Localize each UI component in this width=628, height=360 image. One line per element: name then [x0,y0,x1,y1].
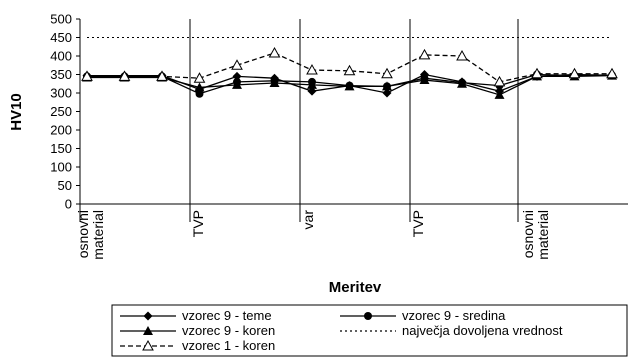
y-tick-label: 500 [50,12,72,27]
data-point [457,78,467,88]
x-axis-title: Meritev [329,279,382,296]
y-tick-label: 300 [50,86,72,101]
data-point [193,72,206,83]
y-tick-label: 100 [50,160,72,175]
data-point [231,59,243,70]
y-tick-label: 250 [50,104,72,119]
legend-entry: vzorec 9 - sredina [340,308,506,323]
x-category-line: osnovni [75,210,91,258]
legend-entry: vzorec 1 - koren [120,338,275,353]
x-axis: osnovni material TVP var TVP osnovni material [75,210,551,260]
legend-entry: največja dovoljena vrednost [340,323,563,338]
x-category-line: material [90,210,106,260]
x-category-label: osnovni material [75,210,106,260]
y-tick-label: 150 [50,141,72,156]
legend-label: največja dovoljena vrednost [402,323,563,338]
data-point [531,67,543,79]
legend-marker [143,311,153,321]
x-category-label: osnovni material [520,210,551,260]
x-category-line: TVP [410,210,426,237]
x-category-line: osnovni [520,210,536,258]
series [81,47,618,87]
data-point [307,79,317,89]
plot-frame [79,19,628,205]
y-tick-label: 50 [58,178,72,193]
x-category-line: TVP [190,210,206,237]
legend-entry: vzorec 9 - teme [120,308,272,323]
data-point [381,67,393,79]
x-category-label: var [300,210,316,230]
legend: vzorec 9 - teme vzorec 9 - sredina vzorec … [111,304,628,357]
legend-label: vzorec 9 - koren [182,323,275,338]
data-point [344,81,355,91]
legend-marker [143,326,153,335]
y-axis-title: HV10 [8,93,25,131]
y-tick-label: 0 [65,197,72,212]
data-point [382,88,392,98]
data-point [568,67,581,79]
data-point [343,64,356,76]
data-point [306,64,318,75]
y-axis: 0 50 100 150 200 250 300 350 400 450 500 [50,12,80,212]
data-point [307,86,317,96]
legend-marker [142,339,154,351]
data-point [194,82,205,92]
y-tick-label: 400 [50,49,72,64]
data-point [382,81,392,91]
y-tick-label: 450 [50,30,72,45]
x-category-line: var [300,210,316,230]
series-layer [81,37,618,99]
x-category-label: TVP [190,210,206,237]
data-point [606,67,618,79]
y-tick-label: 200 [50,123,72,138]
series-line [87,52,612,83]
legend-label: vzorec 1 - koren [182,338,275,353]
legend-label: vzorec 9 - teme [182,308,272,323]
data-point [419,75,430,85]
data-point [156,70,168,81]
data-point [269,78,280,88]
data-point [268,47,281,58]
data-point [232,79,242,89]
legend-entry: vzorec 9 - koren [120,323,275,338]
x-category-line: material [535,210,551,260]
section-separators [79,19,519,222]
data-point [493,75,506,87]
legend-label: vzorec 9 - sredina [402,308,506,323]
data-point [456,49,468,61]
x-category-label: TVP [410,210,426,237]
data-point [494,89,505,99]
data-point [118,70,131,81]
data-point [418,48,431,60]
legend-marker [364,312,372,320]
y-tick-label: 350 [50,67,72,82]
data-point [195,89,204,98]
data-point [81,70,93,81]
